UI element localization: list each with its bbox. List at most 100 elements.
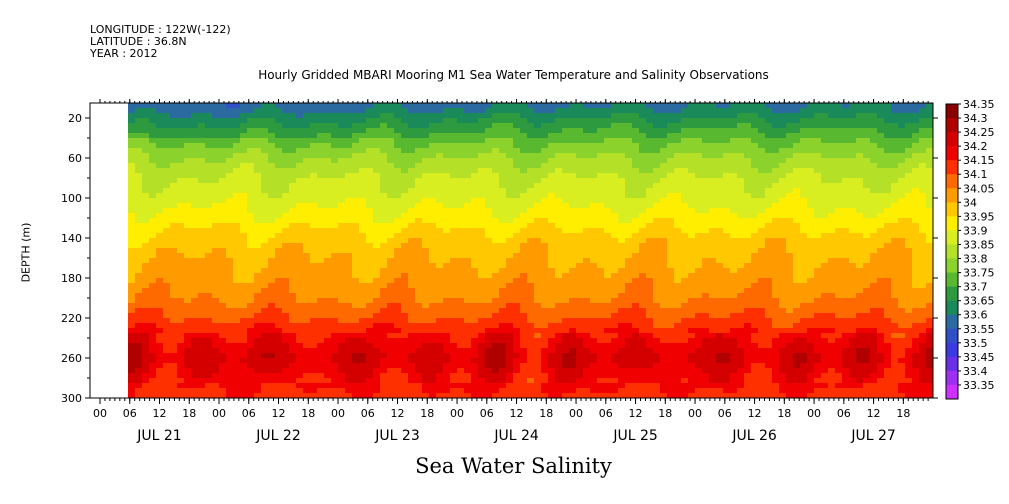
heat-cell [695, 313, 703, 319]
heat-cell [226, 143, 234, 149]
heat-cell [149, 128, 157, 134]
heat-cell [583, 263, 591, 269]
heat-cell [646, 178, 654, 184]
heat-cell [415, 118, 423, 124]
heat-cell [513, 118, 521, 124]
heat-cell [359, 278, 367, 284]
heat-cell [338, 198, 346, 204]
heat-cell [632, 118, 640, 124]
heat-cell [541, 108, 549, 114]
heat-cell [296, 288, 304, 294]
heat-cell [219, 123, 227, 129]
heat-cell [639, 303, 647, 309]
heat-cell [674, 268, 682, 274]
heat-cell [212, 288, 220, 294]
heat-cell [352, 368, 360, 374]
heat-cell [254, 183, 262, 189]
heat-cell [275, 323, 283, 329]
heat-cell [667, 333, 675, 339]
heat-cell [240, 343, 248, 349]
heat-cell [233, 378, 241, 384]
heat-cell [548, 238, 556, 244]
heat-cell [660, 273, 668, 279]
heat-cell [597, 343, 605, 349]
heat-cell [177, 268, 185, 274]
heat-cell [695, 133, 703, 139]
heat-cell [436, 238, 444, 244]
heat-cell [359, 378, 367, 384]
heat-cell [205, 173, 213, 179]
heat-cell [639, 348, 647, 354]
heat-cell [359, 163, 367, 169]
heat-cell [597, 333, 605, 339]
heat-cell [485, 148, 493, 154]
heat-cell [639, 168, 647, 174]
heat-cell [506, 263, 514, 269]
heat-cell [534, 328, 542, 334]
heat-cell [156, 278, 164, 284]
heat-cell [422, 138, 430, 144]
heat-cell [492, 178, 500, 184]
heat-cell [485, 113, 493, 119]
heat-cell [142, 208, 150, 214]
heat-cell [128, 213, 136, 219]
heat-cell [191, 113, 199, 119]
heat-cell [499, 293, 507, 299]
heat-cell [457, 188, 465, 194]
heat-cell [597, 173, 605, 179]
heat-cell [548, 218, 556, 224]
heat-cell [695, 303, 703, 309]
heat-cell [492, 368, 500, 374]
heat-cell [359, 233, 367, 239]
heat-cell [415, 363, 423, 369]
heat-cell [457, 148, 465, 154]
heat-cell [296, 258, 304, 264]
heat-cell [233, 113, 241, 119]
heat-cell [233, 243, 241, 249]
heat-cell [247, 248, 255, 254]
heat-cell [387, 108, 395, 114]
heat-cell [338, 168, 346, 174]
heat-cell [597, 213, 605, 219]
heat-cell [653, 318, 661, 324]
heat-cell [338, 253, 346, 259]
heat-cell [233, 208, 241, 214]
heat-cell [191, 348, 199, 354]
heat-cell [303, 293, 311, 299]
heat-cell [618, 208, 626, 214]
heat-cell [352, 323, 360, 329]
heat-cell [163, 138, 171, 144]
heat-cell [611, 258, 619, 264]
heat-cell [359, 148, 367, 154]
heat-cell [471, 243, 479, 249]
heat-cell [457, 198, 465, 204]
heat-cell [520, 228, 528, 234]
heat-cell [534, 183, 542, 189]
heat-cell [527, 368, 535, 374]
heat-cell [520, 268, 528, 274]
heat-cell [562, 323, 570, 329]
heat-cell [212, 263, 220, 269]
heat-cell [282, 153, 290, 159]
heat-cell [534, 213, 542, 219]
heat-cell [534, 338, 542, 344]
heat-cell [345, 353, 353, 359]
heat-cell [492, 333, 500, 339]
heat-cell [492, 378, 500, 384]
heat-cell [457, 133, 465, 139]
heat-cell [359, 253, 367, 259]
heat-cell [310, 188, 318, 194]
heat-cell [548, 158, 556, 164]
heat-cell [177, 258, 185, 264]
heat-cell [618, 368, 626, 374]
heat-cell [268, 198, 276, 204]
heat-cell [310, 303, 318, 309]
heat-cell [268, 228, 276, 234]
heat-cell [681, 263, 689, 269]
heat-cell [387, 388, 395, 394]
heat-cell [359, 393, 367, 398]
heat-cell [478, 118, 486, 124]
heat-cell [408, 268, 416, 274]
heat-cell [142, 248, 150, 254]
heat-cell [296, 313, 304, 319]
